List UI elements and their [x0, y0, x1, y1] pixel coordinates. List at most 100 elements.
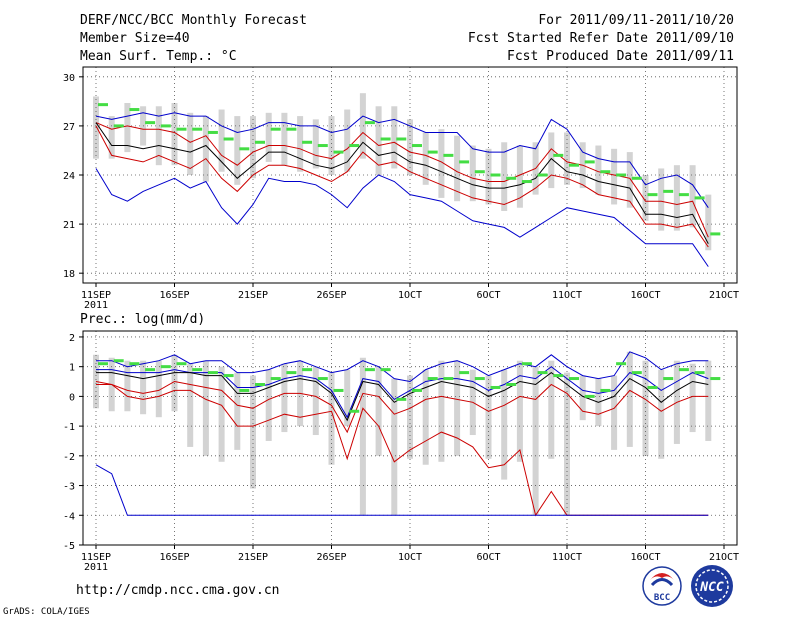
ncc-logo-text: NCC: [699, 580, 724, 595]
precip-ensemble-marker: [631, 371, 642, 375]
precip-ensemble-marker: [710, 377, 721, 381]
precip-ensemble-marker: [474, 377, 485, 381]
precip-spread-bar: [626, 351, 633, 447]
member-size-label: Member Size=40: [80, 31, 190, 46]
temp-spread-bar: [234, 116, 241, 185]
precip-ensemble-marker: [286, 371, 297, 375]
source-url: http://cmdp.ncc.cma.gov.cn: [76, 583, 280, 598]
temp-spread-bar: [218, 109, 225, 172]
precip-spread-bar: [155, 360, 162, 418]
precip-spread-bar: [658, 369, 665, 459]
temp-line-max: [95, 168, 709, 267]
temp-spread-bar: [516, 145, 523, 208]
precip-spread-bar: [705, 360, 712, 441]
precip-spread-bar: [234, 372, 241, 450]
precip-line-max: [96, 351, 709, 383]
precip-spread-bar: [391, 378, 398, 516]
temp-spread-bar: [595, 145, 602, 195]
precip-y-tick-label: 1: [69, 363, 75, 374]
temp-spread-bar: [108, 116, 115, 159]
precip-ensemble-marker: [521, 362, 532, 366]
temp-ensemble-marker: [145, 121, 156, 125]
temp-y-tick-label: 21: [63, 220, 75, 231]
precip-ensemble-marker: [364, 368, 375, 372]
variable-label: Mean Surf. Temp.: °C: [80, 49, 237, 64]
precip-ensemble-marker: [145, 368, 156, 372]
forecast-start-date: Fcst Started Refer Date 2011/09/10: [468, 31, 734, 46]
temp-spread-bar: [375, 106, 382, 175]
precip-ensemble-marker: [192, 368, 203, 372]
temp-spread-bar: [626, 152, 633, 208]
precip-ensemble-marker: [459, 371, 470, 375]
precip-spread-bar: [140, 360, 147, 415]
temp-ensemble-marker: [317, 144, 328, 148]
temp-spread-bar: [564, 132, 570, 185]
temp-ensemble-marker: [474, 170, 485, 174]
precip-spread-bar: [250, 375, 256, 489]
precip-ensemble-marker: [694, 371, 705, 375]
temp-ensemble-marker: [678, 193, 689, 197]
temp-ensemble-marker: [113, 124, 124, 128]
precip-panel-title: Prec.: log(mm/d): [80, 312, 205, 327]
temp-ensemble-marker: [459, 160, 470, 164]
temp-x-tick-label: 6OCT: [476, 290, 500, 301]
precip-spread-bar: [187, 363, 194, 447]
precip-line-mean: [96, 371, 709, 422]
precip-spread-bar: [548, 360, 555, 459]
temp-x-tick-label: 26SEP: [316, 290, 346, 301]
precip-spread-bar: [312, 366, 319, 436]
bcc-logo: BCC: [642, 566, 682, 606]
temp-y-tick-label: 18: [63, 269, 75, 280]
temp-x-tick-label: 16OCT: [630, 290, 660, 301]
temp-spread-bar: [281, 112, 288, 166]
precip-spread-bar: [438, 360, 445, 462]
precip-y-tick-label: 0: [69, 392, 75, 403]
forecast-produced-date: Fcst Produced Date 2011/09/11: [507, 49, 734, 64]
precip-x-tick-label: 16OCT: [630, 552, 660, 563]
precip-x-tick-label: 21SEP: [238, 552, 268, 563]
precip-x-tick-year: 2011: [84, 562, 108, 573]
temp-x-tick-label: 21OCT: [709, 290, 739, 301]
temp-spread-bar: [312, 119, 319, 169]
temp-spread-bar: [391, 106, 398, 169]
precip-x-tick-label: 1OCT: [398, 552, 422, 563]
temp-ensemble-marker: [98, 103, 108, 107]
temp-line-upper-outer: [95, 112, 709, 208]
precip-spread-bar: [281, 363, 288, 433]
precip-ensemble-marker: [98, 362, 108, 366]
precip-ensemble-marker: [427, 377, 438, 381]
temp-ensemble-marker: [412, 144, 422, 148]
precip-ensemble-marker: [207, 371, 218, 375]
precip-ensemble-marker: [678, 368, 689, 372]
temp-ensemble-marker: [521, 180, 532, 184]
forecast-period: For 2011/09/11-2011/10/20: [538, 13, 734, 28]
temp-spread-bar: [124, 103, 131, 153]
precip-spread-bar: [375, 366, 382, 456]
precip-spread-bar: [422, 369, 429, 465]
temp-ensemble-marker: [333, 150, 344, 154]
temp-line-upper-inner: [95, 122, 709, 238]
temp-ensemble-marker: [302, 140, 313, 144]
precip-ensemble-marker: [160, 365, 171, 369]
temp-ensemble-marker: [349, 144, 360, 148]
figure-title: DERF/NCC/BCC Monthly Forecast: [80, 13, 307, 28]
precip-ensemble-marker: [317, 377, 328, 381]
precip-spread-bar: [344, 369, 351, 427]
precip-ensemble-marker: [255, 383, 265, 386]
temp-x-tick-label: 11OCT: [552, 290, 582, 301]
precip-ensemble-marker: [396, 397, 407, 401]
ncc-logo: NCC: [691, 565, 733, 607]
precip-line-min: [95, 464, 709, 516]
temp-ensemble-marker: [223, 137, 234, 141]
temp-spread-bar: [469, 145, 476, 202]
temp-x-tick-label: 16SEP: [159, 290, 189, 301]
temp-spread-bar: [642, 175, 649, 221]
precip-x-tick-label: 11SEP: [81, 552, 111, 563]
precip-ensemble-marker: [553, 374, 564, 378]
precip-x-tick-label: 21OCT: [709, 552, 739, 563]
temp-ensemble-marker: [427, 150, 438, 154]
precip-ensemble-marker: [176, 362, 187, 366]
precip-spread-bar: [611, 375, 618, 450]
temp-spread-bar: [344, 109, 351, 172]
